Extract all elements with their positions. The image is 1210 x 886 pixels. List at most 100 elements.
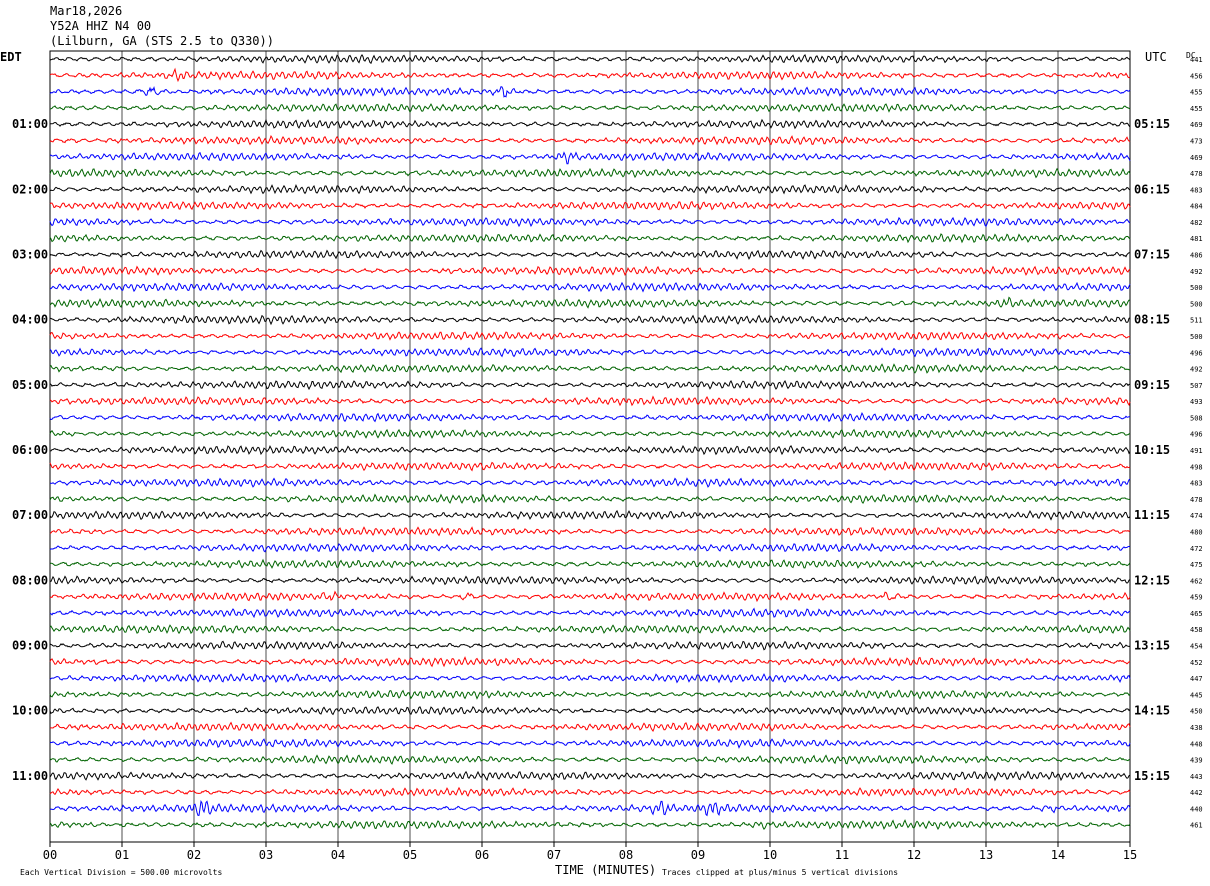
- dc-offset-value: 469: [1190, 154, 1203, 162]
- dc-offset-value: 452: [1190, 659, 1203, 667]
- dc-offset-value: 493: [1190, 398, 1203, 406]
- dc-label: DC: [1186, 51, 1196, 60]
- seismic-trace: [49, 656, 1131, 668]
- seismic-trace: [49, 379, 1130, 391]
- axis-labels: 00 01 02 03 04 05 06 07 08 09 10 11 12 13 14 15 441 456 45…: [12, 56, 1203, 862]
- dc-offset-value: 465: [1190, 610, 1203, 618]
- dc-offset-value: 445: [1190, 691, 1203, 699]
- seismic-trace: [49, 167, 1131, 179]
- x-tick-label: 15: [1123, 848, 1137, 862]
- seismic-trace: [50, 477, 1131, 488]
- edt-hour-label: 03:00: [12, 248, 48, 262]
- seismic-trace: [49, 134, 1131, 146]
- x-tick-label: 09: [691, 848, 705, 862]
- seismic-trace: [49, 754, 1131, 765]
- dc-offset-value: 498: [1190, 463, 1203, 471]
- right-timezone-label: UTC: [1145, 50, 1167, 64]
- seismic-trace: [49, 799, 1131, 817]
- dc-offset-value: 473: [1190, 137, 1203, 145]
- dc-offset-value: 480: [1190, 528, 1203, 536]
- seismic-trace: [49, 607, 1131, 619]
- x-tick-label: 14: [1051, 848, 1065, 862]
- dc-offset-value: 483: [1190, 480, 1203, 488]
- station-label: Y52A HHZ N4 00: [50, 19, 152, 33]
- dc-offset-value: 459: [1190, 594, 1203, 602]
- seismic-trace: [49, 85, 1131, 98]
- dc-offset-value: 486: [1190, 252, 1203, 260]
- seismic-trace: [49, 493, 1131, 504]
- seismic-trace: [49, 265, 1131, 276]
- seismic-trace: [49, 640, 1131, 651]
- seismic-trace: [49, 819, 1131, 831]
- seismic-trace: [49, 363, 1130, 374]
- dc-offset-value: 448: [1190, 740, 1203, 748]
- dc-offset-value: 478: [1190, 170, 1203, 178]
- location-label: (Lilburn, GA (STS 2.5 to Q330)): [50, 34, 274, 48]
- seismic-trace: [49, 461, 1131, 472]
- edt-hour-label: 01:00: [12, 117, 48, 131]
- x-tick-label: 00: [43, 848, 57, 862]
- seismic-trace: [49, 395, 1131, 407]
- x-tick-label: 01: [115, 848, 129, 862]
- dc-offset-value: 492: [1190, 366, 1203, 374]
- dc-offset-value: 475: [1190, 561, 1203, 569]
- scale-note: Each Vertical Division = 500.00 microvol…: [20, 868, 222, 877]
- x-tick-label: 04: [331, 848, 345, 862]
- edt-hour-label: 05:00: [12, 378, 48, 392]
- dc-offset-value: 450: [1190, 708, 1203, 716]
- dc-offset-value: 507: [1190, 382, 1203, 390]
- dc-offset-value: 478: [1190, 496, 1203, 504]
- x-tick-label: 06: [475, 848, 489, 862]
- seismic-trace: [49, 67, 1131, 83]
- x-tick-label: 12: [907, 848, 921, 862]
- dc-offset-value: 500: [1190, 284, 1203, 292]
- x-tick-label: 07: [547, 848, 561, 862]
- seismic-trace: [49, 151, 1131, 165]
- dc-offset-value: 472: [1190, 545, 1203, 553]
- header: Mar18,2026 Y52A HHZ N4 00 (Lilburn, GA (…: [50, 4, 274, 49]
- dc-offset-value: 443: [1190, 773, 1203, 781]
- x-tick-label: 13: [979, 848, 993, 862]
- dc-offset-value: 500: [1190, 333, 1203, 341]
- utc-hour-label: 09:15: [1134, 378, 1170, 392]
- clip-note: Traces clipped at plus/minus 5 vertical …: [662, 868, 898, 877]
- dc-offset-value: 456: [1190, 72, 1203, 80]
- utc-hour-label: 05:15: [1134, 117, 1170, 131]
- seismic-trace: [49, 347, 1131, 358]
- seismic-trace: [49, 428, 1131, 439]
- dc-offset-value: 455: [1190, 89, 1203, 97]
- seismic-trace: [49, 233, 1131, 244]
- x-tick-label: 08: [619, 848, 633, 862]
- dc-offset-value: 491: [1190, 447, 1203, 455]
- dc-offset-value: 508: [1190, 414, 1203, 422]
- seismic-trace: [49, 672, 1131, 684]
- edt-hour-label: 08:00: [12, 573, 48, 587]
- dc-offset-value: 469: [1190, 121, 1203, 129]
- x-tick-label: 10: [763, 848, 777, 862]
- seismic-trace: [49, 770, 1131, 782]
- seismic-trace: [49, 526, 1131, 537]
- edt-hour-label: 10:00: [12, 704, 48, 718]
- utc-hour-label: 15:15: [1134, 769, 1170, 783]
- seismic-trace: [49, 53, 1131, 64]
- seismic-trace: [49, 296, 1131, 309]
- seismic-trace: [49, 590, 1131, 603]
- seismic-trace: [49, 331, 1131, 341]
- seismic-trace: [50, 281, 1131, 293]
- seismic-trace: [49, 738, 1131, 749]
- edt-hour-label: 09:00: [12, 639, 48, 653]
- utc-hour-label: 13:15: [1134, 639, 1170, 653]
- seismic-traces: [49, 53, 1131, 831]
- seismic-trace: [49, 689, 1131, 700]
- seismic-trace: [49, 118, 1131, 130]
- dc-offset-value: 458: [1190, 626, 1203, 634]
- utc-hour-label: 11:15: [1134, 508, 1170, 522]
- seismic-trace: [49, 200, 1131, 211]
- seismic-trace: [49, 542, 1131, 553]
- edt-hour-label: 06:00: [12, 443, 48, 457]
- dc-offset-value: 442: [1190, 789, 1203, 797]
- dc-offset-value: 462: [1190, 577, 1203, 585]
- seismic-trace: [50, 444, 1131, 456]
- seismic-trace: [49, 103, 1131, 113]
